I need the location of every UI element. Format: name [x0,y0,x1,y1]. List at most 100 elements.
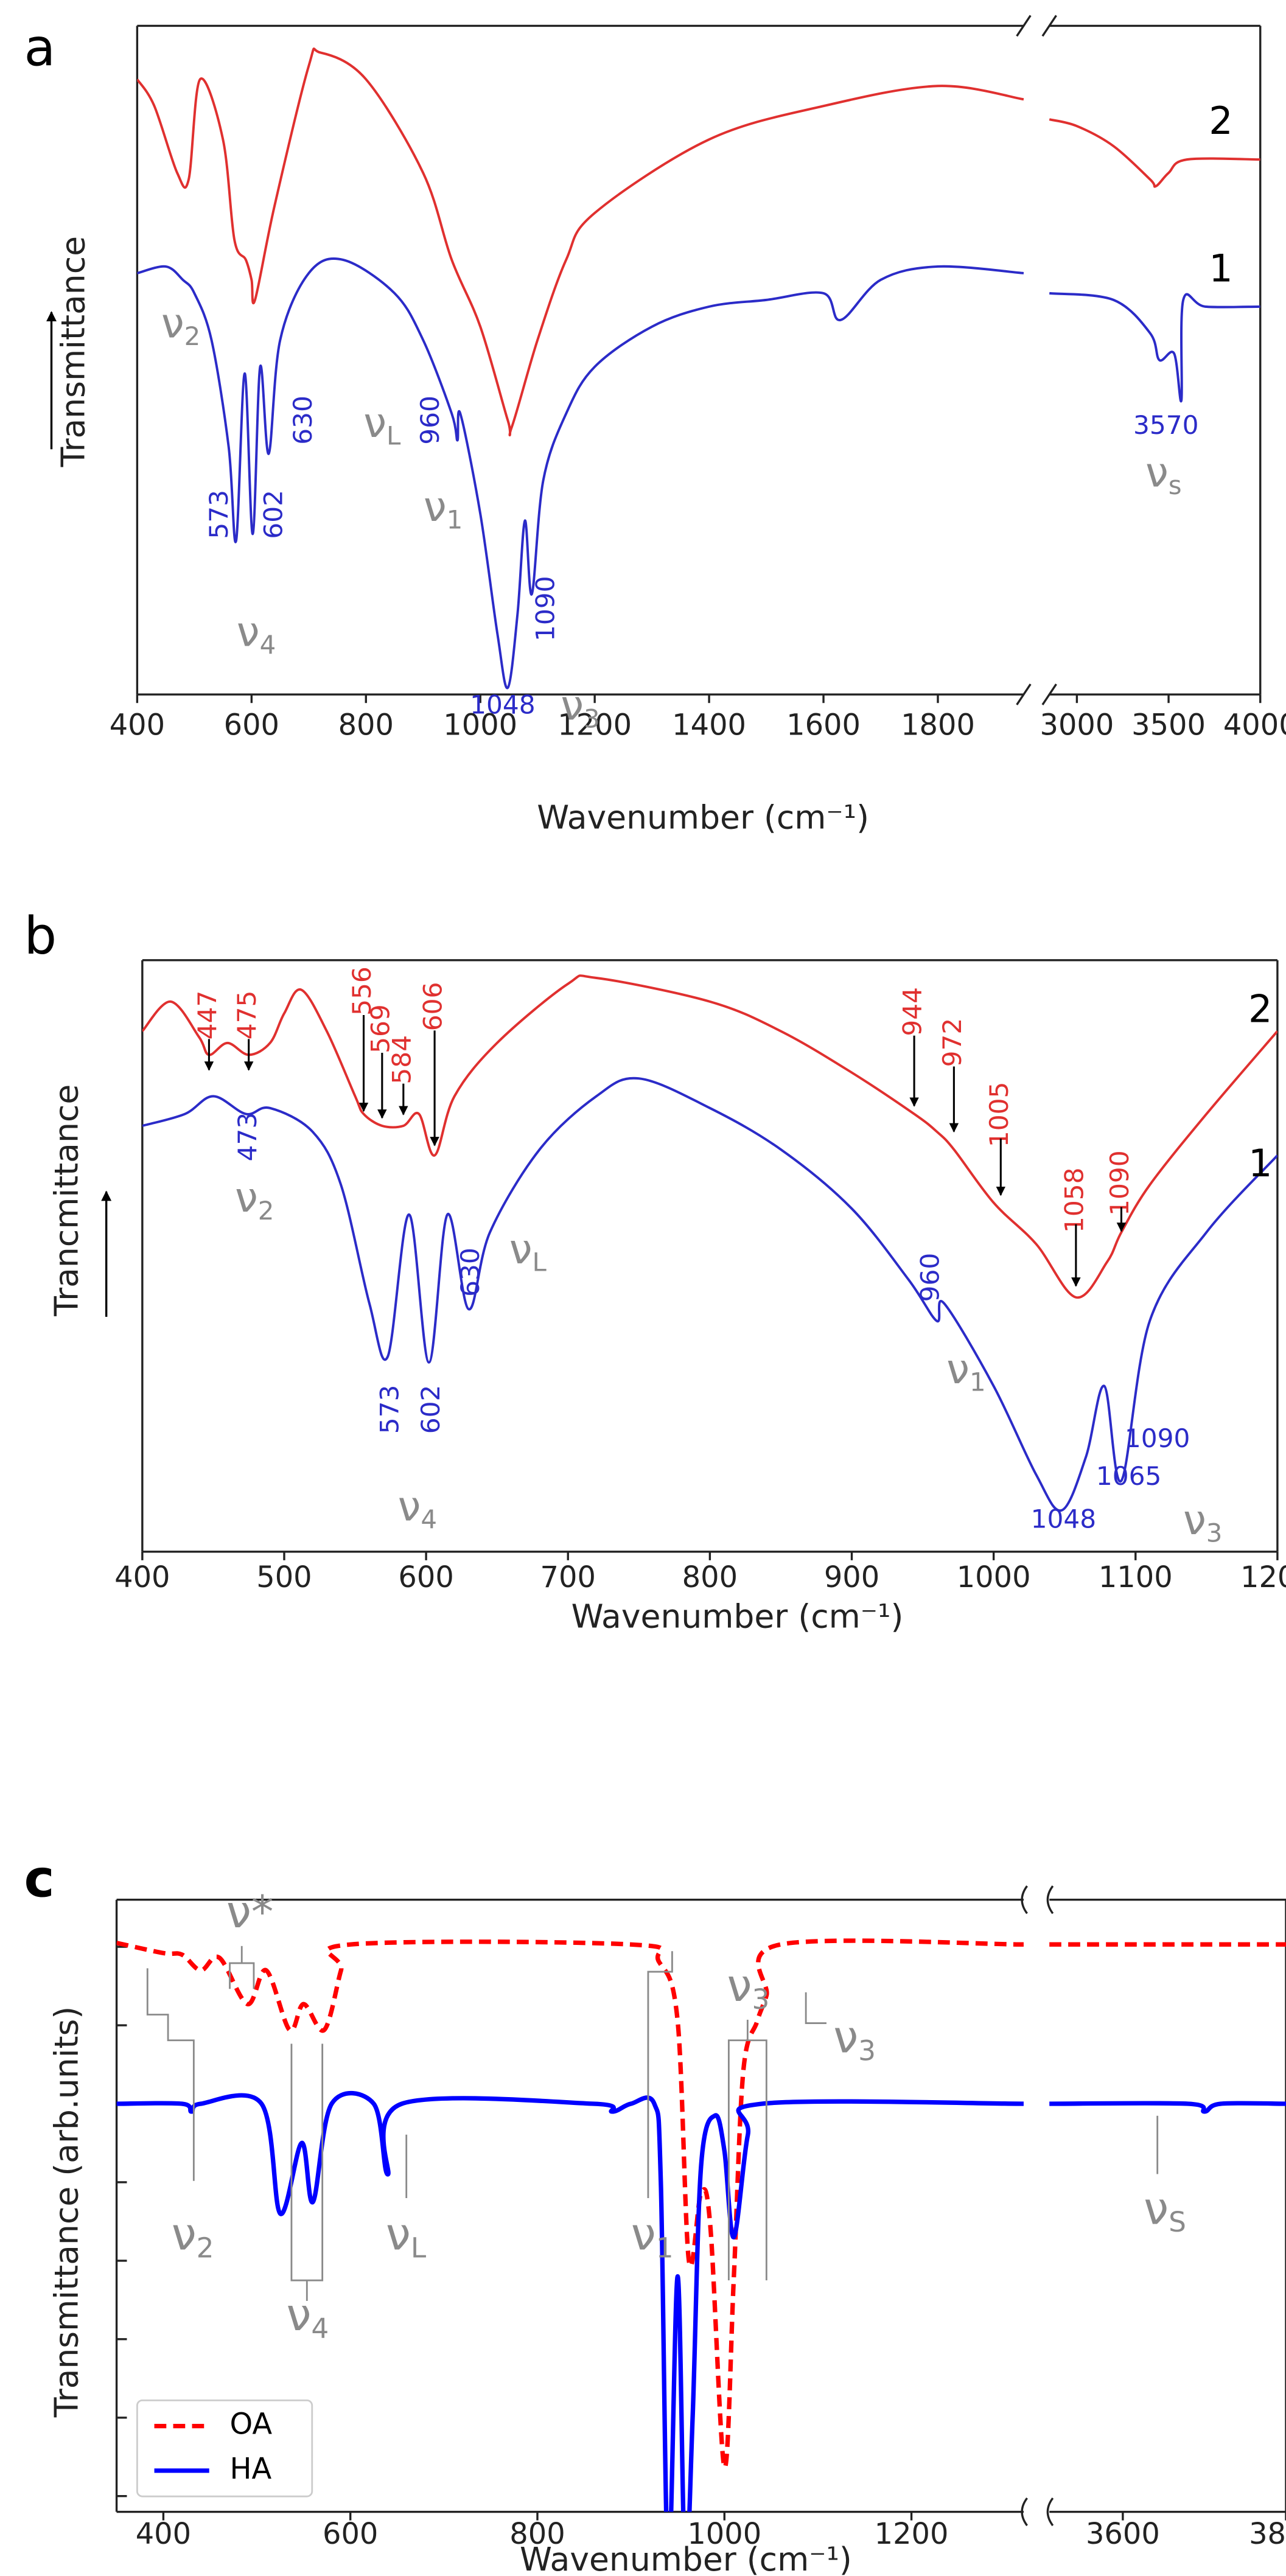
mode-subscript: S [1169,2206,1186,2238]
x-tick-label: 1000 [957,1561,1031,1594]
peak-label: 473 [232,1112,262,1162]
mode-symbol: ν [386,2209,411,2261]
x-tick-label: 1200 [1240,1561,1286,1594]
x-tick-label: 3500 [1131,709,1206,742]
x-tick-label: 1000 [443,709,517,742]
mode-symbol: ν [363,398,386,446]
curve-label: 1 [1209,246,1232,290]
mode-subscript: 2 [258,1195,274,1225]
panel-label: c [24,1849,54,1909]
panel: 400 600 800 1000 1200 3600 3800 c Wavenumber (cm… [24,1849,1286,2576]
leader-line [647,1951,673,2198]
x-tick-label: 700 [540,1561,596,1594]
mode-symbol: ν [509,1224,533,1272]
mode-subscript: 4 [421,1504,437,1534]
peak-label: 584 [386,1035,416,1084]
mode-label: νS [1144,2183,1186,2238]
mode-subscript: L [411,2232,427,2264]
x-tick-label: 800 [682,1561,738,1594]
spectrum-line [142,1077,1277,1512]
y-axis-label: Transmittance (arb.units) [47,2006,85,2418]
mode-label: ν4 [237,607,276,660]
mode-subscript: 2 [197,2232,214,2264]
x-tick-label: 3000 [1040,709,1114,742]
x-tick-label: 600 [224,709,279,742]
mode-symbol: ν [631,2209,656,2261]
mode-label: ν3 [727,1960,770,2015]
x-tick-label: 600 [323,2518,378,2551]
peak-label: 1048 [1031,1504,1097,1534]
axis-break [1016,15,1032,37]
mode-subscript: 1 [447,504,463,534]
mode-label: ν4 [398,1482,437,1534]
x-tick-label: 1100 [1099,1561,1173,1594]
mode-label: νL [386,2209,427,2264]
mode-label: ν1 [946,1345,985,1397]
peak-label: 630 [455,1248,485,1297]
panel: 400 500 600 700 800 900 1000 1100 1200 b Wavenumbe… [24,906,1286,1635]
peak-label: 630 [288,396,318,445]
mode-subscript: s [1169,470,1182,500]
peak-label: 960 [915,1253,945,1302]
x-tick-label: 500 [256,1561,312,1594]
mode-symbol: ν [424,482,447,530]
x-tick-label: 800 [509,2518,565,2551]
x-tick-label: 4000 [1223,709,1286,742]
x-tick-label: 1600 [786,709,861,742]
x-tick-label: 400 [110,709,165,742]
peak-label: 606 [418,982,448,1031]
peak-label: 602 [416,1385,446,1434]
spectrum-line [116,1938,1286,2470]
mode-subscript: 3 [858,2034,876,2067]
axis-break [1046,1885,1054,1915]
y-axis-label: Transmittance [54,236,93,467]
x-tick-label: 900 [824,1561,879,1594]
mode-subscript: 1 [656,2232,674,2264]
mode-symbol: ν [1145,448,1169,496]
mode-label: ν* [226,1887,274,1938]
y-axis-label: Trancmittance [47,1084,85,1317]
mode-symbol: ν* [226,1887,274,1938]
mode-label: νL [363,398,401,450]
mode-label: ν1 [424,482,463,534]
mode-symbol: ν [727,1960,752,2012]
peak-label: 569 [365,1004,395,1053]
mode-subscript: 3 [1206,1518,1223,1548]
mode-label: ν2 [235,1173,274,1226]
leader-line [805,1992,826,2024]
axis-break [1046,2497,1054,2527]
peak-label: 960 [415,396,445,445]
axis-break [1016,683,1032,705]
x-tick-label: 800 [338,709,394,742]
peak-label: 475 [232,991,262,1040]
leader-line [229,1962,255,1989]
x-tick-label: 400 [136,2518,191,2551]
spectrum-line [116,2090,1286,2512]
legend-label: OA [230,2408,273,2442]
legend-label: HA [230,2452,272,2486]
peak-label: 1090 [1125,1423,1190,1453]
peak-label: 602 [258,490,288,539]
peak-label: 1065 [1096,1461,1162,1491]
mode-subscript: 2 [184,321,201,351]
peak-label: 3570 [1133,410,1199,440]
curve-label: 2 [1248,986,1272,1031]
peak-label: 556 [347,966,377,1016]
x-tick-label: 1800 [901,709,975,742]
mode-symbol: ν [235,1173,258,1221]
x-axis-label: Wavenumber (cm⁻¹) [520,2540,852,2576]
peak-label: 1048 [470,689,536,719]
x-tick-label: 600 [398,1561,453,1594]
x-axis-label: Wavenumber (cm⁻¹) [571,1597,904,1635]
spectrum-line [137,257,1260,689]
mode-symbol: ν [398,1482,421,1530]
x-tick-label: 1200 [557,709,632,742]
mode-subscript: 4 [311,2312,329,2344]
peak-label: 1058 [1059,1167,1089,1233]
mode-subscript: 1 [970,1367,986,1397]
x-axis-label: Wavenumber (cm⁻¹) [537,798,869,836]
axis-break [1041,683,1057,705]
peak-label: 944 [898,987,928,1036]
leader-line [146,1968,195,2181]
